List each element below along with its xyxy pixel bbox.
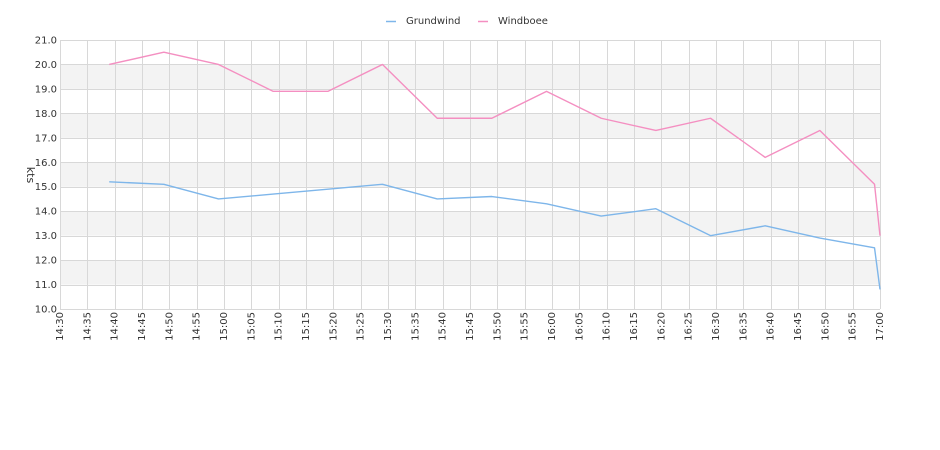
x-tick-label: 15:05 <box>246 312 257 341</box>
y-tick-label: 10.0 <box>35 305 57 316</box>
x-tick-label: 15:00 <box>219 312 230 341</box>
x-tick-label: 16:45 <box>793 312 804 341</box>
x-tick-label: 15:50 <box>492 312 503 341</box>
x-tick-label: 16:20 <box>656 312 667 341</box>
x-tick-label: 14:40 <box>110 312 121 341</box>
y-axis-tick-labels: 10.0 11.0 12.0 13.0 14.0 15.0 16.0 17.0 18.0 19.0… <box>35 36 57 316</box>
y-tick-label: 12.0 <box>35 256 57 267</box>
x-tick-label: 16:30 <box>711 312 722 341</box>
y-tick-label: 11.0 <box>35 280 57 291</box>
x-tick-label: 16:55 <box>848 312 859 341</box>
x-tick-label: 16:05 <box>574 312 585 341</box>
x-tick-label: 14:35 <box>82 312 93 341</box>
grid-lines <box>60 40 881 310</box>
x-tick-label: 15:35 <box>410 312 421 341</box>
x-tick-label: 16:50 <box>820 312 831 341</box>
y-tick-label: 13.0 <box>35 231 57 242</box>
series-lines <box>109 51 881 290</box>
y-tick-label: 14.0 <box>35 207 57 218</box>
series-line-windboee <box>109 51 881 236</box>
legend: Grundwind Windboee <box>386 16 548 27</box>
legend-item-grundwind[interactable]: Grundwind <box>386 16 461 27</box>
y-tick-label: 21.0 <box>35 36 57 47</box>
x-tick-label: 15:40 <box>438 312 449 341</box>
legend-item-windboee[interactable]: Windboee <box>478 16 548 27</box>
x-tick-label: 16:25 <box>684 312 695 341</box>
x-axis-tick-labels: 14:30 14:35 14:40 14:45 14:50 14:55 15:00 15:05… <box>55 312 886 341</box>
x-tick-label: 16:00 <box>547 312 558 341</box>
x-tick-label: 15:45 <box>465 312 476 341</box>
x-tick-label: 14:30 <box>55 312 66 341</box>
x-tick-label: 15:30 <box>383 312 394 341</box>
legend-label: Windboee <box>498 16 548 27</box>
x-tick-label: 15:10 <box>274 312 285 341</box>
x-tick-label: 14:50 <box>164 312 175 341</box>
x-tick-label: 14:55 <box>192 312 203 341</box>
y-tick-label: 20.0 <box>35 60 57 71</box>
x-tick-label: 15:15 <box>301 312 312 341</box>
x-tick-label: 15:25 <box>356 312 367 341</box>
legend-label: Grundwind <box>406 16 461 27</box>
x-tick-label: 16:10 <box>602 312 613 341</box>
x-tick-label: 14:45 <box>137 312 148 341</box>
x-tick-label: 16:40 <box>766 312 777 341</box>
x-tick-label: 16:35 <box>738 312 749 341</box>
y-tick-label: 17.0 <box>35 133 57 144</box>
series-line-grundwind <box>109 181 881 290</box>
y-tick-label: 18.0 <box>35 109 57 120</box>
y-axis-label: kts <box>24 167 37 184</box>
x-tick-label: 15:55 <box>520 312 531 341</box>
x-tick-label: 17:00 <box>875 312 886 341</box>
y-tick-label: 16.0 <box>35 158 57 169</box>
x-tick-label: 15:20 <box>328 312 339 341</box>
y-tick-label: 19.0 <box>35 84 57 95</box>
y-tick-label: 15.0 <box>35 182 57 193</box>
x-tick-label: 16:15 <box>629 312 640 341</box>
